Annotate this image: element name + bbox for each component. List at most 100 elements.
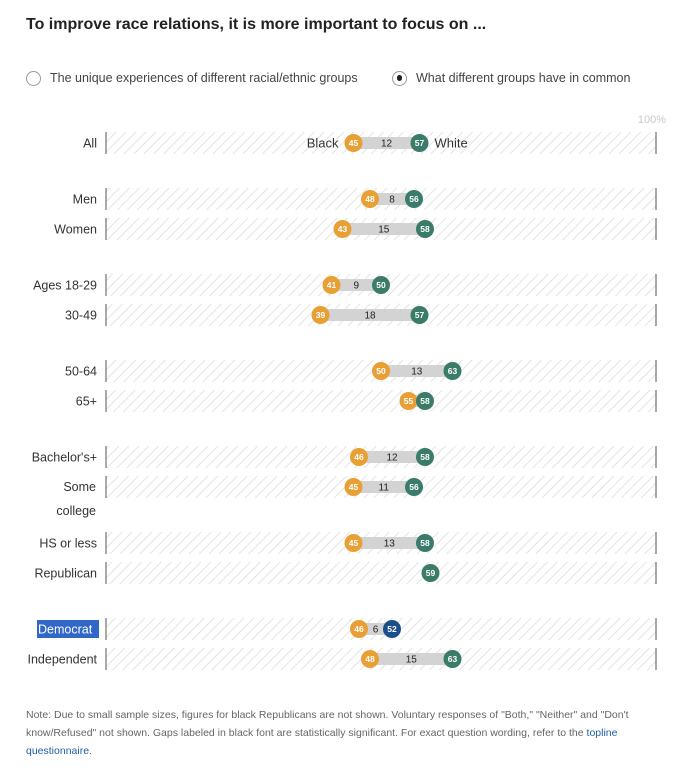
black-dot (361, 650, 379, 668)
black-value-label: 46 (354, 624, 364, 634)
row-label: All (83, 137, 97, 151)
row-label: 65+ (76, 395, 97, 409)
white-dot (383, 620, 401, 638)
white-value-label: 57 (415, 138, 425, 148)
gap-label: 15 (378, 225, 390, 236)
gap-bar (370, 653, 453, 665)
white-value-label: 58 (420, 224, 430, 234)
row-label-highlight (37, 620, 99, 638)
black-dot (322, 276, 341, 294)
black-dot (333, 220, 352, 238)
chart-title: To improve race relations, it is more im… (26, 16, 487, 33)
gap-bar (370, 193, 414, 205)
black-dot (350, 620, 368, 638)
row-label: Democrat (38, 623, 93, 637)
row-label: 50-64 (65, 365, 97, 379)
black-value-label: 46 (354, 452, 364, 462)
axis-max-label: 100% (638, 114, 666, 126)
black-value-label: 45 (349, 538, 359, 548)
series-label-white: White (435, 136, 468, 151)
white-value-label: 56 (409, 482, 419, 492)
white-dot (410, 306, 429, 324)
row-label: Independent (27, 653, 97, 667)
gap-label: 8 (389, 195, 395, 206)
row-label: Some college (56, 480, 96, 518)
black-dot (350, 448, 368, 466)
white-value-label: 63 (448, 366, 458, 376)
white-dot (416, 534, 434, 552)
black-dot (344, 134, 363, 152)
black-value-label: 45 (349, 482, 359, 492)
gap-label: 6 (373, 625, 379, 636)
black-value-label: 41 (327, 280, 337, 290)
white-dot (416, 448, 434, 466)
black-value-label: 55 (404, 396, 414, 406)
black-value-label: 45 (349, 138, 359, 148)
white-value-label: 63 (448, 654, 458, 664)
black-dot (372, 362, 390, 380)
topline-questionnaire-link[interactable]: topline questionnaire (26, 727, 618, 757)
gap-label: 15 (406, 655, 418, 666)
series-label-black: Black (307, 136, 339, 151)
black-value-label: 48 (365, 654, 375, 664)
radio-unselected-icon (26, 70, 41, 86)
gap-label: 12 (381, 139, 393, 150)
row-label: Bachelor's+ (32, 451, 97, 465)
white-dot (416, 220, 434, 238)
white-dot (443, 362, 462, 380)
gap-bar (342, 223, 425, 235)
black-dot (399, 392, 418, 410)
gap-label: 13 (411, 367, 423, 378)
row-band (106, 390, 656, 412)
gap-bar (353, 137, 420, 149)
white-value-label: 58 (420, 396, 430, 406)
row-label: HS or less (39, 537, 97, 551)
row-label: Republican (34, 567, 97, 581)
gap-label: 9 (353, 281, 359, 292)
chart-note: Note: Due to small sample sizes, figures… (26, 706, 666, 760)
white-value-label: 59 (426, 568, 436, 578)
white-dot (410, 134, 429, 152)
white-dot (405, 478, 423, 496)
black-value-label: 50 (376, 366, 386, 376)
white-value-label: 57 (415, 310, 425, 320)
option-common-ground-label: What different groups have in common (416, 71, 631, 85)
white-value-label: 50 (376, 280, 386, 290)
white-dot (416, 392, 434, 410)
option-unique-experiences-label: The unique experiences of different raci… (50, 71, 358, 85)
black-value-label: 48 (365, 194, 375, 204)
gap-bar (353, 481, 414, 493)
note-text: Note: Due to small sample sizes, figures… (26, 709, 629, 739)
white-dot (443, 650, 462, 668)
gap-bar (353, 537, 425, 549)
dot-range-chart: 100% All 12 Black White 45 57 Men 8 48 56 Women 15 43… (27, 114, 666, 670)
white-value-label: 58 (420, 452, 430, 462)
gap-label: 13 (384, 539, 396, 550)
black-dot (311, 306, 330, 324)
radio-selected-icon (392, 70, 407, 86)
gap-bar (359, 451, 425, 463)
black-value-label: 43 (338, 224, 348, 234)
row-label: Men (73, 193, 97, 207)
note-end: . (89, 745, 92, 757)
white-dot (372, 276, 390, 294)
black-value-label: 39 (316, 310, 326, 320)
gap-label: 18 (364, 311, 376, 322)
white-value-label: 52 (387, 624, 397, 634)
row-band (106, 562, 656, 584)
option-unique-experiences-toggle[interactable]: The unique experiences of different raci… (26, 68, 358, 88)
white-dot (405, 190, 423, 208)
white-value-label: 58 (420, 538, 430, 548)
gap-label: 12 (386, 453, 398, 464)
row-label: Ages 18-29 (33, 279, 97, 293)
white-value-label: 56 (409, 194, 419, 204)
black-dot (361, 190, 379, 208)
black-dot (344, 534, 363, 552)
row-label: 30-49 (65, 309, 97, 323)
white-dot (421, 564, 440, 582)
option-common-ground-toggle[interactable]: What different groups have in common (392, 68, 630, 88)
gap-bar (331, 279, 381, 291)
gap-bar (320, 309, 420, 321)
black-dot (344, 478, 363, 496)
gap-label: 11 (379, 483, 390, 494)
